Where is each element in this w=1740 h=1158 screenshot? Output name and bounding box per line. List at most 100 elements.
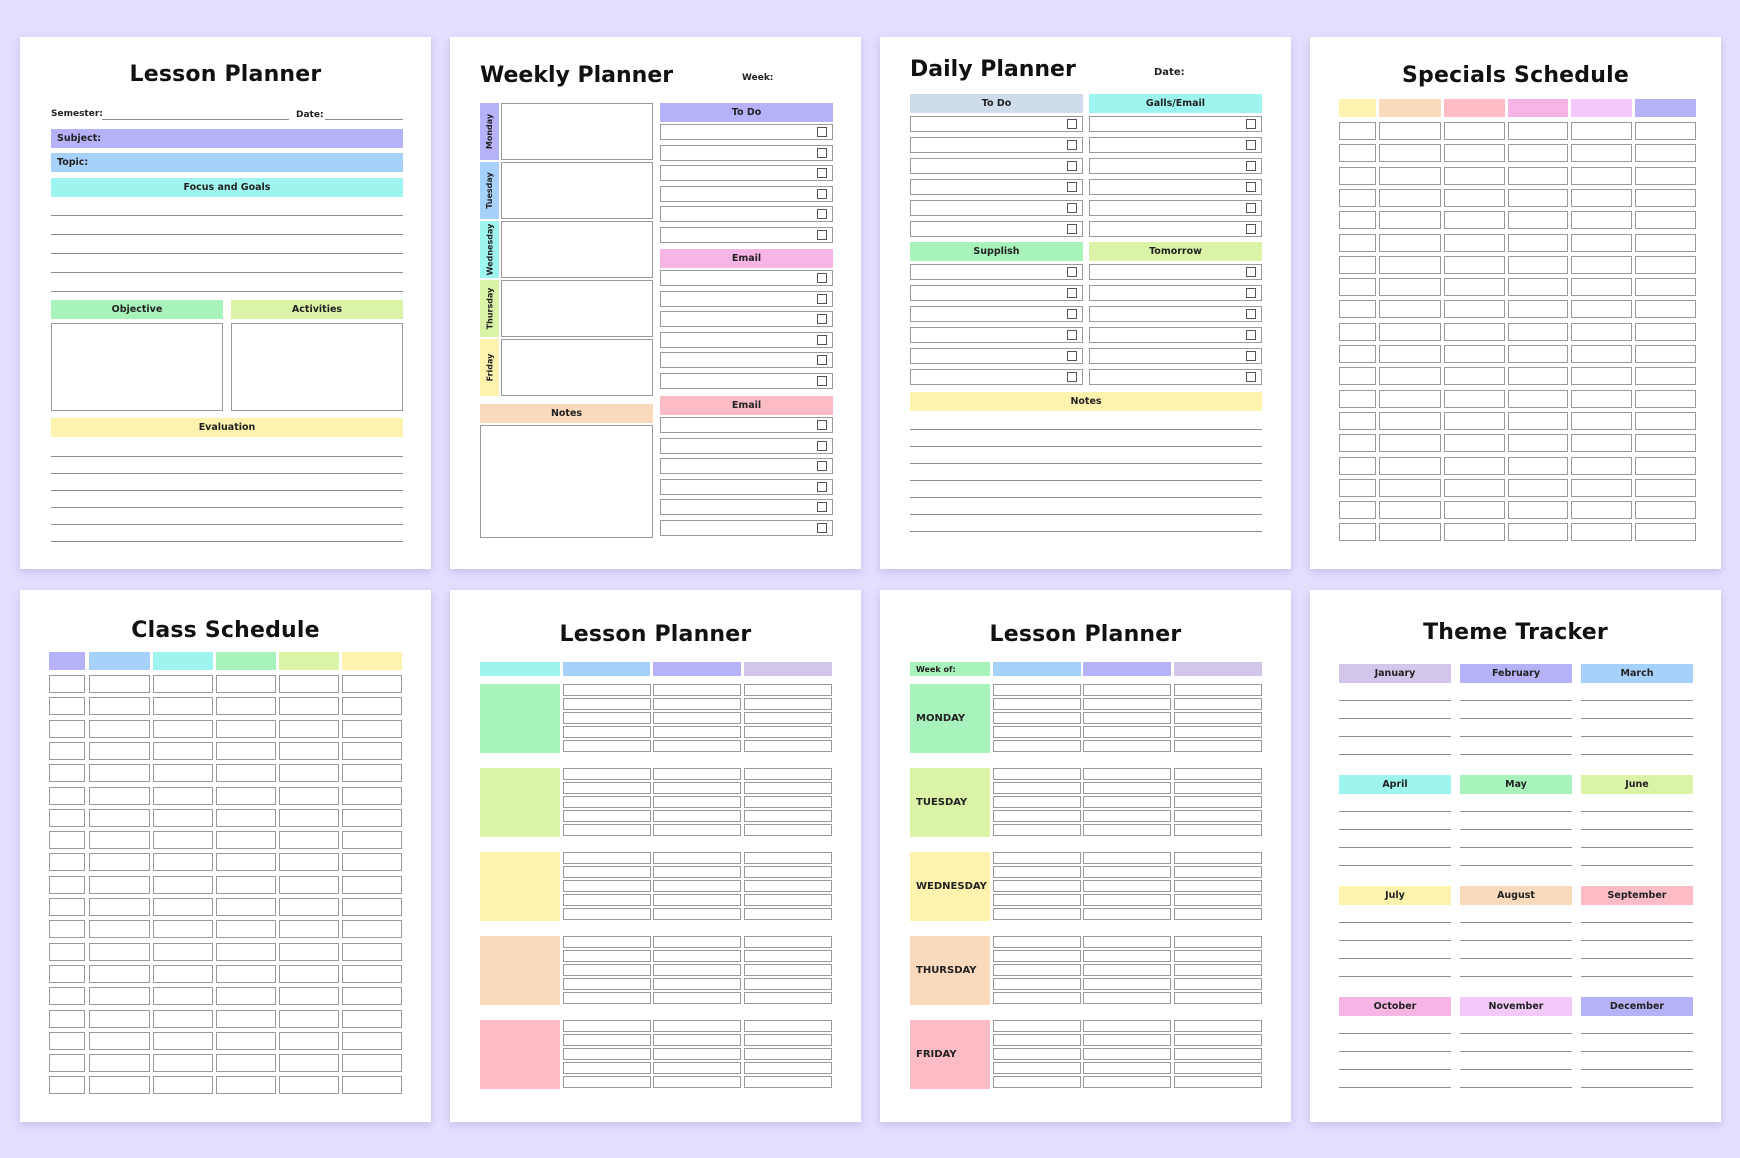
cell-box[interactable] <box>744 782 832 794</box>
cell-box[interactable] <box>1379 144 1441 163</box>
cell-box[interactable] <box>993 852 1081 864</box>
cell-box[interactable] <box>1571 144 1632 163</box>
cell-box[interactable] <box>342 987 402 1006</box>
cell-box[interactable] <box>1508 322 1568 341</box>
cell-box[interactable] <box>563 684 651 696</box>
checkbox-icon[interactable] <box>1246 351 1256 361</box>
cell-box[interactable] <box>1635 411 1696 430</box>
cell-box[interactable] <box>993 1020 1081 1032</box>
checklist-row[interactable] <box>660 331 833 348</box>
cell-box[interactable] <box>563 950 651 962</box>
cell-box[interactable] <box>49 1054 85 1073</box>
checklist-row[interactable] <box>660 352 833 368</box>
cell-box[interactable] <box>1635 478 1696 497</box>
writing-line[interactable] <box>51 272 403 273</box>
cell-box[interactable] <box>153 1031 213 1050</box>
cell-box[interactable] <box>1339 367 1376 386</box>
cell-box[interactable] <box>49 942 85 961</box>
writing-line[interactable] <box>910 463 1262 464</box>
checklist-row[interactable] <box>910 221 1083 237</box>
cell-box[interactable] <box>216 1054 276 1073</box>
cell-box[interactable] <box>49 808 85 827</box>
cell-box[interactable] <box>1339 434 1376 453</box>
cell-box[interactable] <box>1174 936 1262 948</box>
cell-box[interactable] <box>563 908 651 920</box>
cell-box[interactable] <box>744 698 832 710</box>
cell-box[interactable] <box>744 936 832 948</box>
cell-box[interactable] <box>1571 345 1632 363</box>
cell-box[interactable] <box>1339 144 1376 163</box>
cell-box[interactable] <box>653 782 741 794</box>
checkbox-icon[interactable] <box>817 188 827 199</box>
cell-box[interactable] <box>342 875 402 894</box>
cell-box[interactable] <box>1571 122 1632 140</box>
writing-line[interactable] <box>1581 976 1693 977</box>
cell-box[interactable] <box>563 894 651 906</box>
cell-box[interactable] <box>279 719 339 738</box>
writing-line[interactable] <box>1581 700 1693 701</box>
cell-box[interactable] <box>653 964 741 976</box>
cell-box[interactable] <box>744 908 832 920</box>
cell-box[interactable] <box>1083 684 1171 696</box>
cell-box[interactable] <box>89 1054 150 1073</box>
cell-box[interactable] <box>1174 712 1262 724</box>
checklist-row[interactable] <box>1089 285 1262 301</box>
cell-box[interactable] <box>1339 322 1376 341</box>
checklist-row[interactable] <box>1089 200 1262 216</box>
checklist-row[interactable] <box>910 264 1083 280</box>
cell-box[interactable] <box>744 950 832 962</box>
cell-box[interactable] <box>1339 501 1376 520</box>
cell-box[interactable] <box>563 866 651 878</box>
checklist-row[interactable] <box>660 270 833 286</box>
checklist-row[interactable] <box>660 458 833 474</box>
checklist-row[interactable] <box>660 124 833 140</box>
cell-box[interactable] <box>744 880 832 892</box>
cell-box[interactable] <box>1379 501 1441 520</box>
cell-box[interactable] <box>744 824 832 836</box>
day-box[interactable] <box>501 103 653 160</box>
cell-box[interactable] <box>1083 866 1171 878</box>
cell-box[interactable] <box>1174 740 1262 752</box>
checkbox-icon[interactable] <box>817 481 827 492</box>
cell-box[interactable] <box>1444 278 1505 297</box>
cell-box[interactable] <box>342 675 402 693</box>
cell-box[interactable] <box>1635 434 1696 453</box>
cell-box[interactable] <box>1379 389 1441 408</box>
cell-box[interactable] <box>1379 233 1441 252</box>
cell-box[interactable] <box>653 894 741 906</box>
checkbox-icon[interactable] <box>1067 288 1077 298</box>
cell-box[interactable] <box>744 964 832 976</box>
cell-box[interactable] <box>744 712 832 724</box>
cell-box[interactable] <box>153 1076 213 1095</box>
checklist-row[interactable] <box>1089 264 1262 280</box>
cell-box[interactable] <box>153 987 213 1006</box>
cell-box[interactable] <box>342 1031 402 1050</box>
cell-box[interactable] <box>89 719 150 738</box>
cell-box[interactable] <box>1083 1062 1171 1074</box>
checkbox-icon[interactable] <box>817 293 827 304</box>
writing-line[interactable] <box>1339 976 1451 977</box>
cell-box[interactable] <box>1174 796 1262 808</box>
cell-box[interactable] <box>342 964 402 983</box>
cell-box[interactable] <box>1508 300 1568 319</box>
cell-box[interactable] <box>49 675 85 693</box>
checkbox-icon[interactable] <box>1246 182 1256 192</box>
cell-box[interactable] <box>1571 367 1632 386</box>
cell-box[interactable] <box>153 920 213 939</box>
cell-box[interactable] <box>1635 122 1696 140</box>
cell-box[interactable] <box>1174 992 1262 1004</box>
cell-box[interactable] <box>1571 211 1632 230</box>
cell-box[interactable] <box>216 853 276 872</box>
cell-box[interactable] <box>1444 300 1505 319</box>
checklist-row[interactable] <box>660 185 833 202</box>
cell-box[interactable] <box>563 782 651 794</box>
cell-box[interactable] <box>653 1062 741 1074</box>
cell-box[interactable] <box>153 875 213 894</box>
checklist-row[interactable] <box>910 327 1083 343</box>
cell-box[interactable] <box>1174 768 1262 780</box>
cell-box[interactable] <box>1083 950 1171 962</box>
cell-box[interactable] <box>1174 684 1262 696</box>
cell-box[interactable] <box>216 1076 276 1095</box>
cell-box[interactable] <box>1571 389 1632 408</box>
checkbox-icon[interactable] <box>817 355 827 365</box>
